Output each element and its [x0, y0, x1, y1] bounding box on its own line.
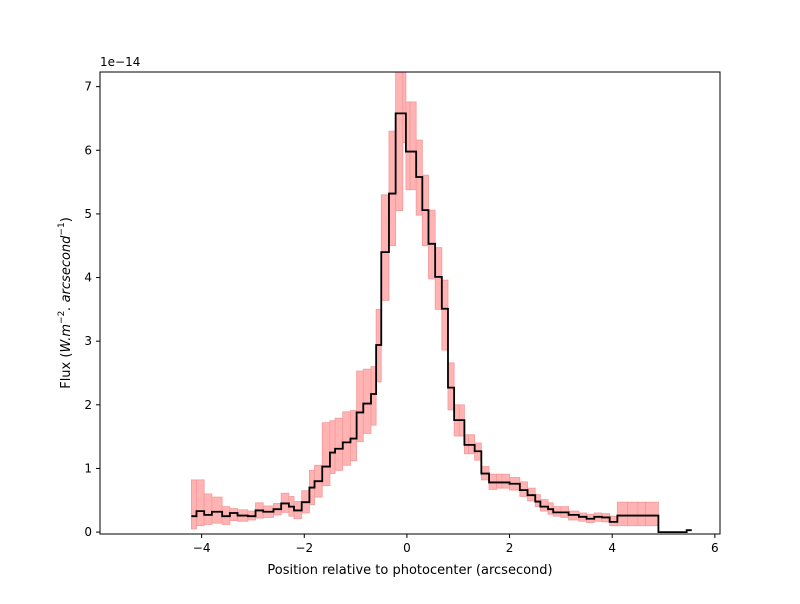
x-ticks: −4 −2 0 2 4 6: [193, 534, 719, 555]
uncertainty-band-segment: [388, 130, 397, 247]
uncertainty-band-segment: [229, 508, 238, 522]
y-axis-label: Flux (W.m−2. arcsecond−1): [57, 217, 74, 389]
uncertainty-band-segment: [447, 362, 455, 411]
y-tick-label: 4: [84, 271, 92, 285]
uncertainty-band-segment: [190, 479, 197, 530]
flux-line-layer: [191, 112, 692, 533]
uncertainty-band-segment: [434, 247, 443, 310]
uncertainty-band-segment: [211, 496, 223, 524]
uncertainty-band-segment: [380, 194, 390, 301]
y-tick-label: 1: [84, 461, 92, 475]
y-axis-label-exp1: −2: [57, 311, 67, 324]
y-axis-label-suffix: ): [59, 217, 74, 222]
y-tick-label: 3: [84, 334, 92, 348]
uncertainty-band-segment: [350, 410, 358, 462]
y-offset-text: 1e−14: [100, 55, 140, 69]
uncertainty-band-segment: [334, 417, 344, 471]
x-tick-label: 4: [608, 541, 616, 555]
uncertainty-band-segment: [627, 501, 639, 527]
y-tick-label: 6: [84, 143, 92, 157]
y-tick-label: 5: [84, 207, 92, 221]
uncertainty-band-segment: [609, 515, 618, 527]
uncertainty-band-segment: [342, 411, 351, 466]
uncertainty-band-segment: [441, 279, 449, 351]
uncertainty-band-segment: [552, 506, 562, 517]
uncertainty-band-segment: [637, 501, 646, 527]
uncertainty-band-layer: [190, 71, 659, 530]
x-tick-label: 2: [506, 541, 514, 555]
y-axis-label-exp2: −1: [57, 222, 67, 235]
uncertainty-band-segment: [321, 422, 331, 487]
x-tick-label: −2: [295, 541, 313, 555]
uncertainty-band-segment: [501, 473, 510, 489]
flux-step-line: [191, 112, 692, 533]
uncertainty-band-segment: [539, 499, 549, 512]
uncertainty-band-segment: [203, 493, 213, 525]
uncertainty-band-segment: [362, 368, 372, 434]
x-axis-label: Position relative to photocenter (arcsec…: [267, 563, 552, 578]
y-ticks: 0 1 2 3 4 5 6 7: [84, 80, 100, 539]
uncertainty-band-segment: [196, 479, 205, 527]
x-tick-label: 6: [711, 541, 719, 555]
x-tick-label: −4: [193, 541, 211, 555]
y-tick-label: 2: [84, 398, 92, 412]
y-axis-label-prefix: Flux (: [59, 353, 74, 389]
x-tick-label: 0: [403, 541, 411, 555]
uncertainty-band-segment: [395, 71, 404, 212]
y-tick-label: 0: [84, 525, 92, 539]
y-axis-label-unit2: . arcsecond: [59, 235, 74, 311]
uncertainty-band-segment: [645, 501, 659, 527]
axes-frame: [99, 71, 721, 535]
uncertainty-band-segment: [496, 473, 503, 489]
uncertainty-band-segment: [356, 370, 364, 443]
uncertainty-band-segment: [409, 101, 417, 191]
y-axis-label-unit: W.m: [59, 324, 74, 353]
uncertainty-band-segment: [616, 501, 629, 527]
y-tick-label: 7: [84, 80, 92, 94]
uncertainty-band-segment: [519, 481, 528, 497]
